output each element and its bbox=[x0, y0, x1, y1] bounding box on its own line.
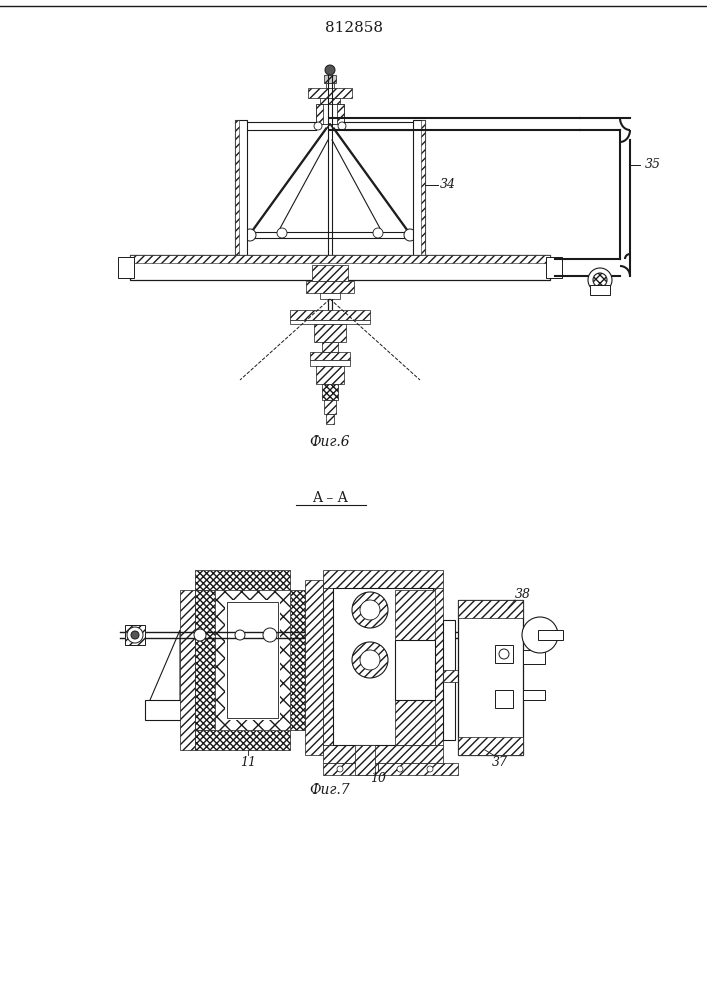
Bar bbox=[355, 745, 375, 775]
Circle shape bbox=[373, 228, 383, 238]
Bar bbox=[326, 414, 334, 424]
Bar bbox=[310, 360, 350, 366]
Bar bbox=[323, 763, 458, 775]
Polygon shape bbox=[150, 630, 180, 720]
Text: Фиг.7: Фиг.7 bbox=[310, 783, 350, 797]
Bar bbox=[316, 104, 344, 124]
Bar bbox=[333, 588, 433, 745]
Circle shape bbox=[593, 273, 607, 287]
Bar bbox=[433, 588, 443, 745]
Text: 10: 10 bbox=[370, 772, 386, 784]
Bar bbox=[395, 700, 435, 745]
Text: 34: 34 bbox=[440, 178, 456, 192]
Bar bbox=[130, 255, 550, 263]
Circle shape bbox=[522, 617, 558, 653]
Bar bbox=[323, 745, 443, 763]
Circle shape bbox=[194, 629, 206, 641]
Bar bbox=[225, 600, 280, 720]
Text: 38: 38 bbox=[515, 588, 531, 601]
Bar bbox=[326, 83, 334, 88]
Bar bbox=[495, 645, 513, 663]
Bar bbox=[125, 625, 145, 645]
Bar bbox=[395, 590, 435, 640]
Bar bbox=[323, 588, 333, 745]
Bar bbox=[322, 342, 338, 352]
Bar bbox=[458, 600, 523, 755]
Circle shape bbox=[499, 649, 509, 659]
Text: A – A: A – A bbox=[312, 491, 348, 505]
Bar bbox=[290, 320, 370, 324]
Bar bbox=[305, 580, 323, 755]
Circle shape bbox=[352, 592, 388, 628]
Circle shape bbox=[325, 65, 335, 75]
Circle shape bbox=[427, 766, 433, 772]
Circle shape bbox=[235, 630, 245, 640]
Bar bbox=[118, 257, 134, 278]
Bar bbox=[235, 120, 247, 265]
Circle shape bbox=[314, 122, 322, 130]
Bar bbox=[308, 88, 352, 98]
Bar bbox=[395, 640, 435, 700]
Bar bbox=[495, 690, 513, 708]
Bar bbox=[195, 570, 290, 590]
Circle shape bbox=[352, 642, 388, 678]
Circle shape bbox=[337, 766, 343, 772]
Circle shape bbox=[127, 627, 143, 643]
Circle shape bbox=[338, 122, 346, 130]
Bar bbox=[306, 281, 354, 293]
Bar bbox=[316, 366, 344, 384]
Text: 37: 37 bbox=[492, 756, 508, 768]
Bar bbox=[130, 255, 550, 280]
Circle shape bbox=[360, 650, 380, 670]
Bar bbox=[523, 650, 545, 664]
Bar bbox=[312, 265, 348, 281]
Bar bbox=[227, 602, 278, 718]
Bar bbox=[195, 590, 215, 730]
Text: 11: 11 bbox=[240, 756, 256, 768]
Circle shape bbox=[404, 229, 416, 241]
Circle shape bbox=[588, 268, 612, 292]
Bar bbox=[324, 400, 336, 414]
Bar bbox=[314, 324, 346, 342]
Text: 812858: 812858 bbox=[325, 21, 383, 35]
Bar bbox=[320, 98, 340, 104]
Bar bbox=[323, 570, 443, 588]
Text: 35: 35 bbox=[645, 158, 661, 172]
Circle shape bbox=[131, 631, 139, 639]
Bar bbox=[320, 293, 340, 299]
Bar bbox=[443, 670, 478, 682]
Bar bbox=[546, 257, 562, 278]
Circle shape bbox=[397, 766, 403, 772]
Circle shape bbox=[263, 628, 277, 642]
Bar bbox=[290, 590, 305, 730]
Bar bbox=[322, 384, 338, 400]
Bar bbox=[523, 690, 545, 700]
Bar bbox=[180, 590, 195, 750]
Bar bbox=[290, 310, 370, 320]
Bar bbox=[324, 75, 336, 83]
Bar bbox=[215, 590, 290, 730]
Bar bbox=[458, 600, 523, 618]
Bar bbox=[413, 120, 425, 265]
Bar bbox=[443, 620, 455, 740]
Bar bbox=[421, 120, 425, 265]
Bar bbox=[235, 120, 239, 265]
Text: Фиг.6: Фиг.6 bbox=[310, 435, 350, 449]
Circle shape bbox=[367, 766, 373, 772]
Bar bbox=[323, 104, 337, 124]
Circle shape bbox=[360, 600, 380, 620]
Bar bbox=[590, 285, 610, 295]
Bar bbox=[195, 730, 290, 750]
Bar bbox=[145, 700, 183, 720]
Circle shape bbox=[277, 228, 287, 238]
Bar bbox=[310, 352, 350, 360]
Bar bbox=[458, 737, 523, 755]
Bar bbox=[538, 630, 563, 640]
Circle shape bbox=[244, 229, 256, 241]
